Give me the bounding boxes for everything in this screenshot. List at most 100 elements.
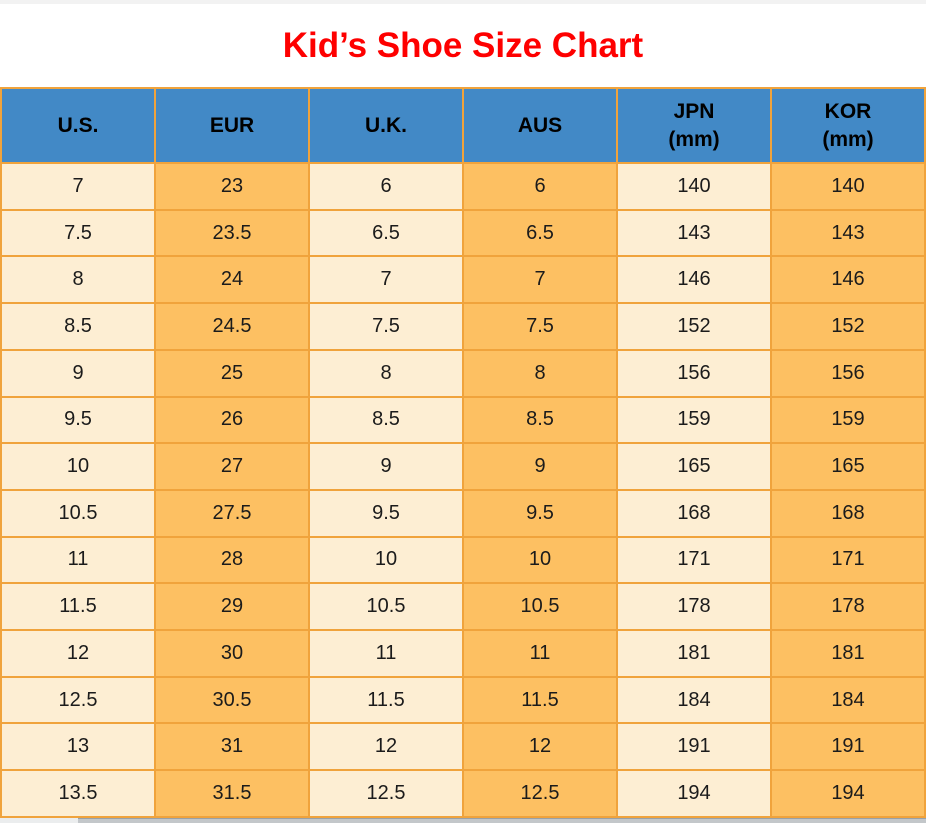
table-row: 13 31 12 12 191 191 <box>0 722 926 772</box>
cell-kor: 191 <box>770 722 926 772</box>
cell-aus: 6.5 <box>462 208 618 258</box>
table-body: 7 23 6 6 140 140 7.5 23.5 6.5 6.5 143 143 8 24 7 7 146 14… <box>0 162 926 818</box>
cell-aus: 8 <box>462 348 618 398</box>
cell-us: 10.5 <box>0 488 156 538</box>
shoe-size-table: U.S. EUR U.K. AUS JPN (mm) KOR (mm) 7 23 6 6 140 140… <box>0 87 926 818</box>
table-row: 9 25 8 8 156 156 <box>0 348 926 398</box>
cell-kor: 194 <box>770 769 926 818</box>
cell-eur: 24.5 <box>154 302 310 351</box>
table-row: 11 28 10 10 171 171 <box>0 535 926 585</box>
cell-eur: 23 <box>154 162 310 211</box>
cell-uk: 8 <box>308 348 464 398</box>
cell-uk: 9 <box>308 442 464 491</box>
cell-kor: 159 <box>770 395 926 445</box>
cell-kor: 143 <box>770 208 926 258</box>
table-header: U.S. EUR U.K. AUS JPN (mm) KOR (mm) <box>0 87 926 164</box>
title-bar: Kid’s Shoe Size Chart <box>0 4 926 87</box>
cell-jpn: 143 <box>616 208 772 258</box>
cell-aus: 9.5 <box>462 488 618 538</box>
header-cell-uk: U.K. <box>308 87 464 164</box>
cell-us: 13.5 <box>0 769 156 818</box>
cell-jpn: 156 <box>616 348 772 398</box>
table-row: 7 23 6 6 140 140 <box>0 162 926 211</box>
cell-eur: 31 <box>154 722 310 772</box>
cell-eur: 31.5 <box>154 769 310 818</box>
cell-jpn: 181 <box>616 629 772 678</box>
header-cell-us: U.S. <box>0 87 156 164</box>
cell-jpn: 178 <box>616 582 772 632</box>
cell-us: 8.5 <box>0 302 156 351</box>
cell-aus: 10 <box>462 535 618 585</box>
cell-us: 7.5 <box>0 208 156 258</box>
cell-aus: 11.5 <box>462 675 618 725</box>
horizontal-scrollbar-thumb[interactable] <box>78 818 926 823</box>
cell-eur: 27 <box>154 442 310 491</box>
table-row: 13.5 31.5 12.5 12.5 194 194 <box>0 769 926 818</box>
cell-us: 12.5 <box>0 675 156 725</box>
cell-kor: 165 <box>770 442 926 491</box>
cell-eur: 30 <box>154 629 310 678</box>
table-row: 9.5 26 8.5 8.5 159 159 <box>0 395 926 445</box>
cell-eur: 23.5 <box>154 208 310 258</box>
cell-jpn: 171 <box>616 535 772 585</box>
table-row: 10.5 27.5 9.5 9.5 168 168 <box>0 488 926 538</box>
cell-jpn: 140 <box>616 162 772 211</box>
table-row: 8.5 24.5 7.5 7.5 152 152 <box>0 302 926 351</box>
cell-eur: 28 <box>154 535 310 585</box>
page-top-strip <box>0 0 926 4</box>
cell-us: 10 <box>0 442 156 491</box>
header-cell-aus: AUS <box>462 87 618 164</box>
cell-aus: 9 <box>462 442 618 491</box>
header-row: U.S. EUR U.K. AUS JPN (mm) KOR (mm) <box>0 87 926 164</box>
cell-jpn: 146 <box>616 255 772 305</box>
cell-eur: 25 <box>154 348 310 398</box>
page-title: Kid’s Shoe Size Chart <box>282 25 644 65</box>
cell-us: 9.5 <box>0 395 156 445</box>
cell-aus: 6 <box>462 162 618 211</box>
cell-us: 11.5 <box>0 582 156 632</box>
cell-us: 9 <box>0 348 156 398</box>
cell-eur: 27.5 <box>154 488 310 538</box>
cell-kor: 140 <box>770 162 926 211</box>
cell-uk: 12 <box>308 722 464 772</box>
cell-jpn: 152 <box>616 302 772 351</box>
cell-aus: 10.5 <box>462 582 618 632</box>
horizontal-scrollbar[interactable] <box>0 818 926 823</box>
cell-aus: 12 <box>462 722 618 772</box>
cell-eur: 26 <box>154 395 310 445</box>
cell-uk: 8.5 <box>308 395 464 445</box>
cell-us: 12 <box>0 629 156 678</box>
cell-kor: 181 <box>770 629 926 678</box>
table-row: 10 27 9 9 165 165 <box>0 442 926 491</box>
cell-jpn: 168 <box>616 488 772 538</box>
cell-kor: 152 <box>770 302 926 351</box>
cell-us: 11 <box>0 535 156 585</box>
table-row: 12.5 30.5 11.5 11.5 184 184 <box>0 675 926 725</box>
cell-us: 7 <box>0 162 156 211</box>
cell-uk: 7 <box>308 255 464 305</box>
header-cell-eur: EUR <box>154 87 310 164</box>
cell-us: 13 <box>0 722 156 772</box>
cell-uk: 10 <box>308 535 464 585</box>
cell-uk: 6.5 <box>308 208 464 258</box>
cell-jpn: 184 <box>616 675 772 725</box>
cell-uk: 11.5 <box>308 675 464 725</box>
cell-eur: 29 <box>154 582 310 632</box>
cell-eur: 30.5 <box>154 675 310 725</box>
cell-eur: 24 <box>154 255 310 305</box>
cell-kor: 171 <box>770 535 926 585</box>
cell-uk: 9.5 <box>308 488 464 538</box>
cell-kor: 168 <box>770 488 926 538</box>
cell-kor: 178 <box>770 582 926 632</box>
table-row: 11.5 29 10.5 10.5 178 178 <box>0 582 926 632</box>
cell-jpn: 194 <box>616 769 772 818</box>
cell-kor: 156 <box>770 348 926 398</box>
cell-kor: 184 <box>770 675 926 725</box>
cell-jpn: 191 <box>616 722 772 772</box>
cell-uk: 11 <box>308 629 464 678</box>
cell-uk: 7.5 <box>308 302 464 351</box>
cell-aus: 7 <box>462 255 618 305</box>
table-row: 12 30 11 11 181 181 <box>0 629 926 678</box>
cell-kor: 146 <box>770 255 926 305</box>
table-row: 7.5 23.5 6.5 6.5 143 143 <box>0 208 926 258</box>
